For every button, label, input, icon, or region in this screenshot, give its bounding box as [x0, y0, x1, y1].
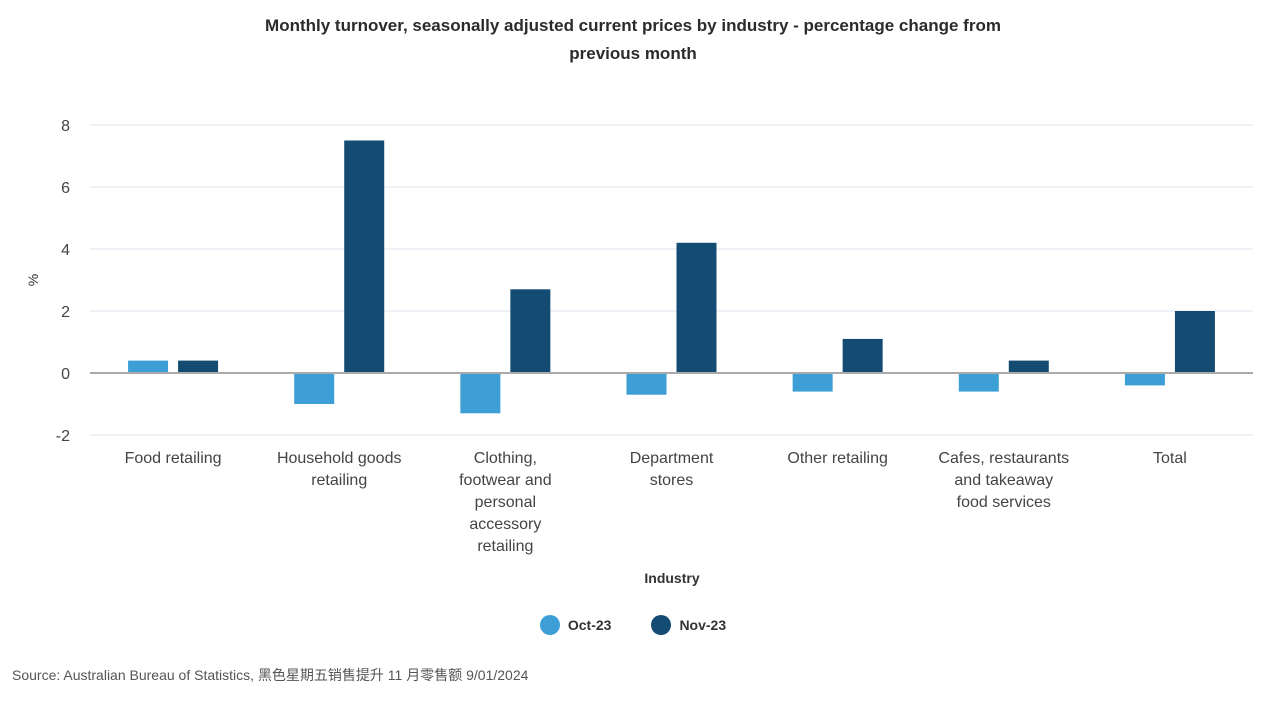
- legend-label-oct-23: Oct-23: [567, 617, 612, 633]
- x-tick-label: Clothing, footwear and personal accessory re…: [459, 450, 552, 555]
- bar-oct-23: [460, 373, 501, 414]
- bar-nov-23: [1008, 360, 1049, 373]
- x-tick-label-line: food services: [957, 494, 1051, 511]
- x-tick-label-line: Cafes, restaurants: [938, 450, 1069, 467]
- x-tick-label-line: Food retailing: [125, 450, 222, 467]
- x-tick-label: Food retailing: [125, 450, 222, 467]
- bar-nov-23: [842, 338, 883, 373]
- legend-item-nov-23[interactable]: Nov-23: [651, 615, 726, 635]
- x-tick-label-line: Other retailing: [787, 450, 888, 467]
- legend-label-nov-23: Nov-23: [679, 617, 727, 633]
- x-tick-label-line: Clothing,: [474, 450, 537, 467]
- bar-nov-23: [1174, 311, 1215, 373]
- y-axis-label: %: [25, 274, 41, 286]
- x-axis-label: Industry: [644, 570, 699, 586]
- x-tick-label: Other retailing: [787, 450, 888, 467]
- x-tick-label: Total: [1153, 450, 1187, 467]
- x-tick-label-line: retailing: [477, 538, 533, 555]
- bar-oct-23: [626, 373, 667, 395]
- chart-title-line-2: previous month: [569, 44, 697, 63]
- y-tick-label: 4: [61, 242, 70, 259]
- bar-oct-23: [1124, 373, 1165, 386]
- bar-nov-23: [676, 242, 717, 373]
- x-tick-label-line: accessory: [469, 516, 541, 533]
- legend-item-oct-23[interactable]: Oct-23: [539, 615, 612, 635]
- x-tick-label-line: Department: [630, 450, 714, 467]
- bar-nov-23: [344, 140, 385, 373]
- x-tick-label-line: personal: [475, 494, 536, 511]
- y-tick-label: -2: [56, 428, 70, 445]
- chart-title: Monthly turnover, seasonally adjusted cu…: [0, 12, 1266, 68]
- bar-oct-23: [128, 360, 169, 373]
- bar-oct-23: [792, 373, 833, 392]
- y-tick-label: 8: [61, 118, 70, 135]
- bar-nov-23: [178, 360, 219, 373]
- x-tick-label: Cafes, restaurants and takeaway food servi…: [938, 450, 1069, 511]
- bar-nov-23: [510, 289, 551, 373]
- x-tick-label: Department stores: [630, 450, 714, 489]
- x-tick-label-line: Total: [1153, 450, 1187, 467]
- legend-swatch-nov-23: [651, 615, 672, 635]
- chart-title-line-1: Monthly turnover, seasonally adjusted cu…: [265, 16, 1001, 35]
- bar-oct-23: [294, 373, 335, 404]
- x-tick-label: Household goods retailing: [277, 450, 402, 489]
- x-tick-label-line: footwear and: [459, 472, 552, 489]
- y-tick-label: 0: [61, 366, 70, 383]
- x-tick-label-line: and takeaway: [954, 472, 1053, 489]
- x-tick-label-line: Household goods: [277, 450, 402, 467]
- bar-oct-23: [958, 373, 999, 392]
- source-note: Source: Australian Bureau of Statistics,…: [12, 667, 529, 683]
- y-tick-label: 2: [61, 304, 70, 321]
- x-tick-label-line: stores: [650, 472, 694, 489]
- legend: Oct-23 Nov-23: [0, 615, 1266, 635]
- y-tick-label: 6: [61, 180, 70, 197]
- x-tick-label-line: retailing: [311, 472, 367, 489]
- legend-swatch-oct-23: [539, 615, 560, 635]
